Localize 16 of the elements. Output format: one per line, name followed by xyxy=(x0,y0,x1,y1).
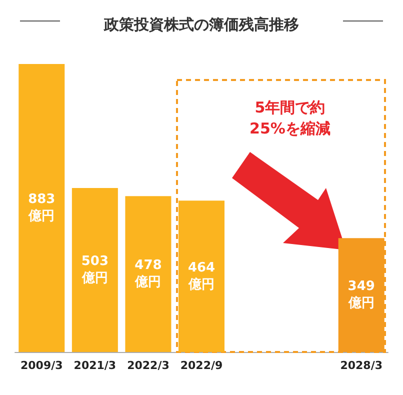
bar xyxy=(178,200,224,352)
chart-title: 政策投資株式の簿価残高推移 xyxy=(103,16,299,34)
x-tick-label: 2022/9 xyxy=(180,359,223,372)
data-label: 478 億円 xyxy=(134,258,162,290)
annotation: 5年間で約25%を縮減 xyxy=(250,98,330,138)
data-label: 883 億円 xyxy=(28,192,56,224)
x-tick-label: 2022/3 xyxy=(127,359,170,372)
x-tick-label: 2009/3 xyxy=(20,359,63,372)
data-label: 503 億円 xyxy=(80,254,108,286)
bar xyxy=(18,64,65,352)
bar xyxy=(125,196,172,352)
bar xyxy=(72,188,118,352)
x-tick-label: 2028/3 xyxy=(340,359,383,372)
data-label: 464 億円 xyxy=(188,260,216,292)
data-label: 349 億円 xyxy=(347,279,375,312)
x-tick-label: 2021/3 xyxy=(74,359,116,372)
